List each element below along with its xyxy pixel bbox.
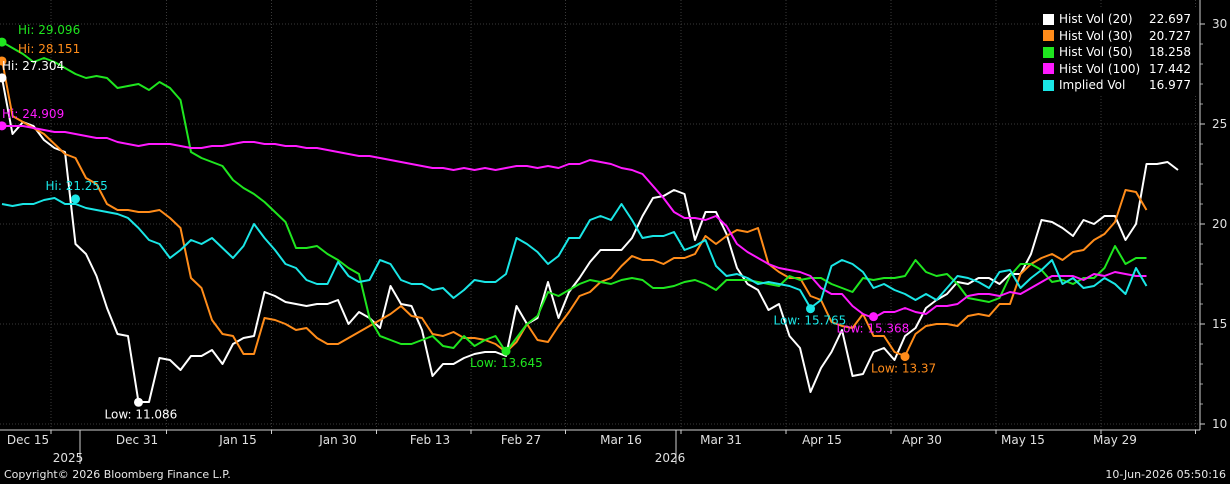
legend-name: Hist Vol (50) [1059,45,1133,59]
annotation-label: Low: 15.368 [837,322,910,336]
x-tick-label: Mar 16 [600,433,642,447]
x-tick-label: Mar 31 [700,433,742,447]
legend-entry: Hist Vol (100) 17.442 [1043,61,1197,78]
legend-name: Implied Vol [1059,78,1126,92]
series-lines [1,41,1179,403]
x-tick-label: Jan 15 [218,433,257,447]
y-tick-label: 30 [1212,17,1227,31]
x-tick-label: Jan 30 [318,433,357,447]
legend-entry: Hist Vol (20) 22.697 [1043,11,1197,28]
legend-swatch [1043,79,1054,91]
y-tick-label: 25 [1212,117,1227,131]
legend: Hist Vol (20) 22.697 Hist Vol (30) 20.727 Hi… [1039,8,1197,94]
legend-name: Hist Vol (20) [1059,12,1133,26]
annotation-marker [0,37,7,47]
legend-value: 17.442 [1149,61,1191,76]
annotations: Hi: 29.096 Hi: 28.151 Hi: 27.304 Hi: 24.909… [0,23,936,421]
x-tick-label: Apr 15 [802,433,842,447]
x-tick-label: Dec 31 [116,433,158,447]
annotation-marker [806,304,815,314]
y-tick-label: 15 [1212,317,1227,331]
annotation-marker [134,397,143,407]
annotation-label: Hi: 24.909 [2,107,64,121]
year-label: 2026 [655,451,686,465]
annotation-label: Low: 13.37 [871,362,936,376]
annotation-marker [0,73,7,83]
series-line-3 [2,125,1147,319]
annotation-marker [900,352,910,362]
annotation-label: Hi: 21.255 [46,179,108,193]
annotation-marker [71,194,80,204]
annotation-marker [0,56,7,66]
year-label: 2025 [53,451,84,465]
series-line-0 [1,77,1179,403]
legend-value: 16.977 [1149,78,1191,92]
x-tick-label: Apr 30 [902,433,942,447]
series-line-2 [1,41,1147,353]
x-tick-label: Feb 27 [501,433,541,447]
x-tick-label: Feb 13 [410,433,450,447]
y-tick-label: 10 [1212,417,1227,431]
annotation-label: Low: 13.645 [470,356,543,370]
legend-entry: Implied Vol 16.977 [1043,77,1197,94]
series-line-4 [1,197,1148,309]
annotation-label: Hi: 29.096 [18,23,80,37]
legend-entry: Hist Vol (50) 18.258 [1043,44,1197,61]
x-tick-label: May 15 [1001,433,1045,447]
x-tick-label: Dec 15 [7,433,49,447]
legend-swatch [1043,46,1054,58]
legend-value: 22.697 [1149,12,1191,26]
legend-value: 18.258 [1149,45,1191,59]
annotation-label: Low: 15.765 [774,314,847,328]
legend-name: Hist Vol (30) [1059,28,1133,43]
y-tick-label: 20 [1212,217,1227,231]
legend-swatch [1043,63,1054,75]
legend-entry: Hist Vol (30) 20.727 [1043,28,1197,45]
x-tick-label: May 29 [1093,433,1137,447]
annotation-marker [869,312,878,322]
legend-name: Hist Vol (100) [1059,61,1141,76]
timestamp-text: 10-Jun-2026 05:50:16 [1105,468,1226,481]
grid [0,0,1200,430]
annotation-label: Hi: 28.151 [18,42,80,56]
copyright-text: Copyright© 2026 Bloomberg Finance L.P. [4,468,231,481]
annotation-marker [501,346,511,356]
legend-swatch [1043,13,1054,25]
annotation-marker [0,121,7,131]
annotation-label: Hi: 27.304 [2,59,64,73]
legend-swatch [1043,30,1054,42]
series-line-1 [1,59,1148,357]
annotation-label: Low: 11.086 [105,407,178,421]
legend-value: 20.727 [1149,28,1191,43]
